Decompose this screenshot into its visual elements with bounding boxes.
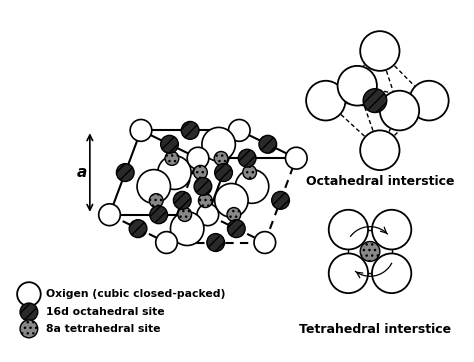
- Circle shape: [236, 169, 269, 203]
- Circle shape: [150, 206, 167, 224]
- Text: Octahedral interstice: Octahedral interstice: [306, 175, 454, 188]
- Circle shape: [17, 282, 41, 306]
- Circle shape: [165, 151, 179, 165]
- Circle shape: [329, 253, 368, 293]
- Circle shape: [99, 204, 120, 226]
- Circle shape: [158, 156, 191, 189]
- Circle shape: [215, 184, 248, 217]
- Circle shape: [272, 191, 290, 209]
- Circle shape: [173, 191, 191, 209]
- Circle shape: [243, 165, 256, 179]
- Circle shape: [228, 220, 245, 237]
- Circle shape: [363, 89, 387, 113]
- Circle shape: [214, 151, 228, 165]
- Circle shape: [161, 135, 178, 153]
- Circle shape: [285, 147, 307, 169]
- Circle shape: [194, 177, 212, 195]
- Circle shape: [149, 194, 163, 207]
- Circle shape: [329, 210, 368, 249]
- Circle shape: [254, 232, 276, 253]
- Circle shape: [20, 320, 38, 338]
- Circle shape: [215, 164, 232, 181]
- Circle shape: [202, 127, 236, 161]
- Circle shape: [187, 147, 209, 169]
- Circle shape: [197, 204, 219, 226]
- Text: Oxigen (cubic closed-packed): Oxigen (cubic closed-packed): [46, 289, 225, 299]
- Circle shape: [259, 135, 277, 153]
- Circle shape: [199, 194, 212, 207]
- Circle shape: [129, 220, 147, 237]
- Text: 16d octahedral site: 16d octahedral site: [46, 307, 164, 317]
- Circle shape: [137, 169, 171, 203]
- Circle shape: [178, 207, 191, 222]
- Text: Tetrahedral interstice: Tetrahedral interstice: [299, 323, 451, 336]
- Circle shape: [20, 303, 38, 321]
- Text: 8a tetrahedral site: 8a tetrahedral site: [46, 324, 160, 334]
- Circle shape: [228, 119, 250, 141]
- Circle shape: [156, 232, 177, 253]
- Circle shape: [171, 212, 204, 245]
- Circle shape: [181, 122, 199, 139]
- Circle shape: [117, 164, 134, 181]
- Circle shape: [410, 81, 449, 121]
- Circle shape: [360, 241, 380, 261]
- Circle shape: [360, 31, 400, 71]
- Circle shape: [238, 149, 256, 167]
- Circle shape: [360, 130, 400, 170]
- Circle shape: [193, 165, 207, 179]
- Circle shape: [306, 81, 346, 121]
- Circle shape: [380, 91, 419, 130]
- Circle shape: [227, 207, 241, 222]
- Circle shape: [130, 119, 152, 141]
- Circle shape: [207, 233, 225, 252]
- Circle shape: [372, 253, 411, 293]
- Text: a: a: [77, 165, 87, 180]
- Circle shape: [372, 210, 411, 249]
- Circle shape: [337, 66, 377, 106]
